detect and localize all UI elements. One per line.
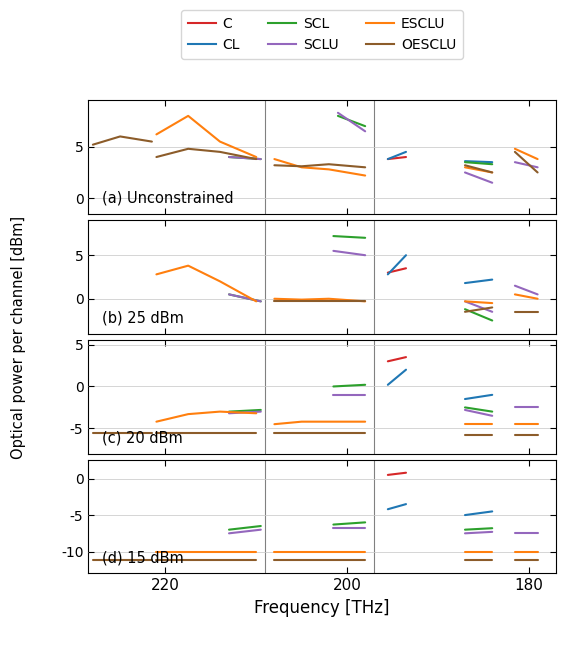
Line: SCLU: SCLU [229, 157, 261, 159]
Text: (a) Unconstrained: (a) Unconstrained [103, 191, 234, 205]
Line: C: C [388, 157, 406, 159]
Text: (c) 20 dBm: (c) 20 dBm [103, 431, 183, 446]
SCLU [258, 155, 264, 163]
C [402, 153, 409, 161]
ESCLU [153, 130, 160, 138]
ESCLU [185, 112, 192, 120]
Line: OESCLU: OESCLU [93, 137, 152, 145]
ESCLU [253, 153, 260, 161]
CL [384, 155, 391, 163]
Text: Optical power per channel [dBm]: Optical power per channel [dBm] [11, 215, 26, 459]
Text: (d) 15 dBm: (d) 15 dBm [103, 551, 184, 566]
Legend: C, CL, SCL, SCLU, ESCLU, OESCLU: C, CL, SCL, SCLU, ESCLU, OESCLU [181, 10, 463, 59]
SCL [258, 155, 264, 163]
OESCLU [117, 133, 124, 141]
SCL [226, 153, 233, 161]
CL [402, 148, 409, 156]
Line: SCL: SCL [229, 157, 261, 159]
ESCLU [217, 138, 223, 146]
SCLU [226, 153, 233, 161]
Text: (b) 25 dBm: (b) 25 dBm [103, 310, 184, 326]
OESCLU [89, 141, 96, 148]
X-axis label: Frequency [THz]: Frequency [THz] [254, 599, 390, 617]
Line: CL: CL [388, 152, 406, 159]
OESCLU [148, 138, 155, 146]
Line: ESCLU: ESCLU [156, 116, 256, 157]
C [384, 155, 391, 163]
